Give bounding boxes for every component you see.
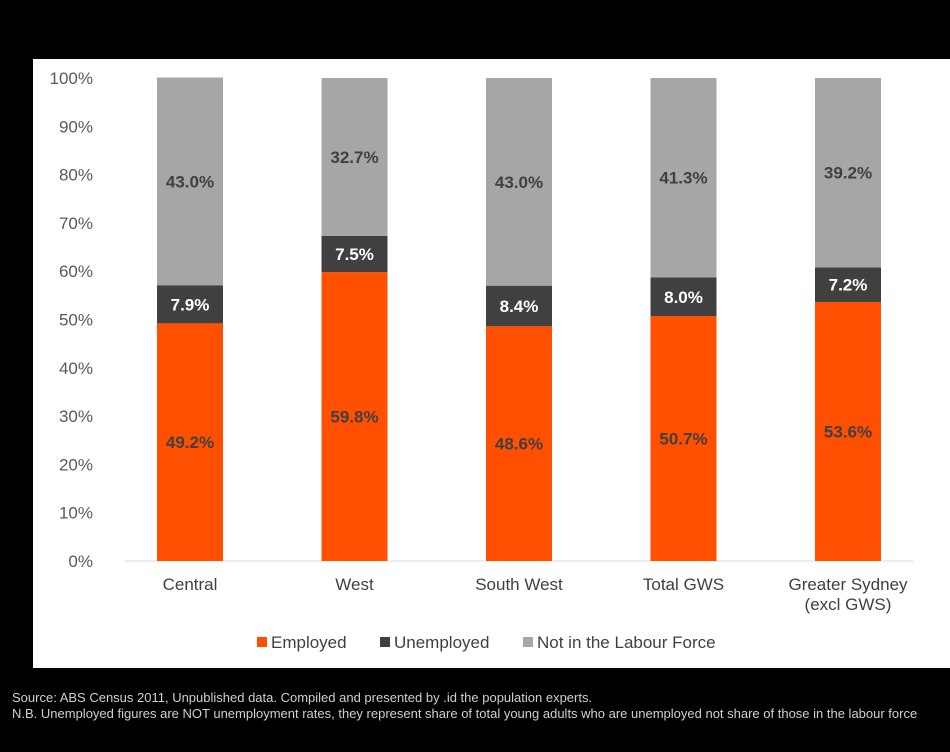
bar-segment	[321, 272, 388, 561]
y-tick-label: 100%	[50, 69, 93, 88]
data-label: 8.0%	[664, 288, 703, 307]
data-label: 43.0%	[166, 172, 214, 191]
disclaimer-note: N.B. Unemployed figures are NOT unemploy…	[12, 706, 918, 721]
footnotes: Source: ABS Census 2011, Unpublished dat…	[12, 690, 942, 722]
bar-segment	[815, 78, 881, 268]
data-label: 53.6%	[824, 423, 872, 442]
y-tick-label: 40%	[59, 359, 93, 378]
legend-label: Employed	[271, 633, 347, 652]
data-label: 8.4%	[500, 297, 539, 316]
bar-segment	[815, 302, 881, 561]
bar-segment	[486, 326, 552, 561]
stacked-bar-chart: 0% 10% 20% 30% 40% 50% 60% 70% 80% 90% 100% 49.2% 7.…	[50, 69, 913, 652]
data-label: 59.8%	[330, 408, 378, 427]
data-label: 50.7%	[659, 430, 707, 449]
data-label: 32.7%	[330, 148, 378, 167]
bar-segment	[321, 235, 388, 273]
source-note: Source: ABS Census 2011, Unpublished dat…	[12, 690, 593, 705]
bar-segment	[157, 285, 223, 324]
bar-segment	[157, 77, 223, 286]
bar-segment	[321, 78, 388, 236]
legend-swatch	[523, 637, 533, 647]
bar-segment	[650, 277, 717, 317]
bar-segment	[650, 78, 717, 278]
legend-label: Unemployed	[394, 633, 489, 652]
data-label: 41.3%	[659, 169, 707, 188]
y-tick-label: 20%	[59, 455, 93, 474]
data-label: 7.9%	[171, 295, 210, 314]
y-tick-label: 10%	[59, 504, 93, 523]
bar-segment	[815, 267, 881, 303]
y-tick-label: 90%	[59, 117, 93, 136]
x-tick-label: West	[335, 575, 374, 594]
data-label: 39.2%	[824, 164, 872, 183]
x-tick-label: Total GWS	[643, 575, 724, 594]
x-tick-label: Central	[163, 575, 218, 594]
data-label: 43.0%	[495, 173, 543, 192]
y-tick-label: 60%	[59, 262, 93, 281]
bar-segment	[650, 316, 717, 561]
data-label: 7.5%	[335, 245, 374, 264]
x-tick-label: Greater Sydney	[788, 575, 908, 594]
x-tick-label: (excl GWS)	[805, 595, 892, 614]
bar-segment	[157, 323, 223, 561]
legend-swatch	[380, 637, 390, 647]
y-tick-label: 70%	[59, 214, 93, 233]
legend-label: Not in the Labour Force	[537, 633, 716, 652]
y-tick-label: 0%	[68, 552, 93, 571]
y-tick-label: 30%	[59, 407, 93, 426]
x-tick-label: South West	[475, 575, 563, 594]
bar-segment	[486, 285, 552, 327]
data-label: 49.2%	[166, 433, 214, 452]
y-tick-label: 80%	[59, 166, 93, 185]
bar-segment	[486, 78, 552, 286]
y-tick-label: 50%	[59, 311, 93, 330]
data-label: 48.6%	[495, 435, 543, 454]
chart-panel: 0% 10% 20% 30% 40% 50% 60% 70% 80% 90% 100% 49.2% 7.…	[33, 59, 950, 668]
legend-swatch	[257, 637, 267, 647]
data-label: 7.2%	[829, 276, 868, 295]
